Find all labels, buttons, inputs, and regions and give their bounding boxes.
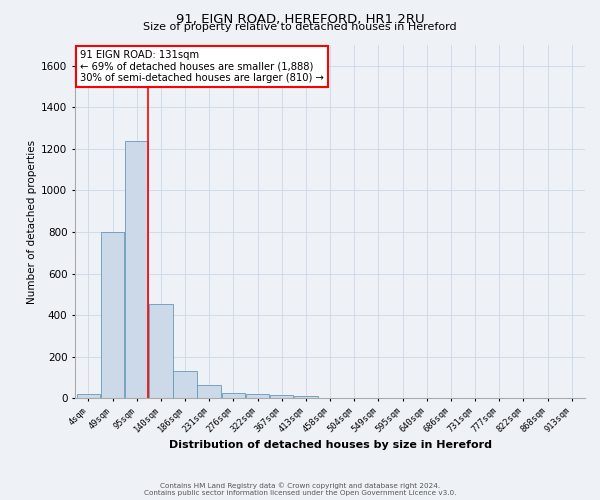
- Y-axis label: Number of detached properties: Number of detached properties: [27, 140, 37, 304]
- Bar: [173, 371, 197, 398]
- Bar: [270, 395, 293, 398]
- X-axis label: Distribution of detached houses by size in Hereford: Distribution of detached houses by size …: [169, 440, 491, 450]
- Bar: [221, 393, 245, 398]
- Text: Size of property relative to detached houses in Hereford: Size of property relative to detached ho…: [143, 22, 457, 32]
- Bar: [125, 140, 148, 398]
- Bar: [101, 232, 124, 398]
- Bar: [246, 394, 269, 398]
- Bar: [149, 304, 173, 398]
- Bar: [197, 384, 221, 398]
- Text: 91 EIGN ROAD: 131sqm
← 69% of detached houses are smaller (1,888)
30% of semi-de: 91 EIGN ROAD: 131sqm ← 69% of detached h…: [80, 50, 324, 84]
- Bar: [294, 396, 317, 398]
- Bar: [77, 394, 100, 398]
- Text: Contains public sector information licensed under the Open Government Licence v3: Contains public sector information licen…: [144, 490, 456, 496]
- Text: Contains HM Land Registry data © Crown copyright and database right 2024.: Contains HM Land Registry data © Crown c…: [160, 482, 440, 489]
- Text: 91, EIGN ROAD, HEREFORD, HR1 2RU: 91, EIGN ROAD, HEREFORD, HR1 2RU: [176, 12, 424, 26]
